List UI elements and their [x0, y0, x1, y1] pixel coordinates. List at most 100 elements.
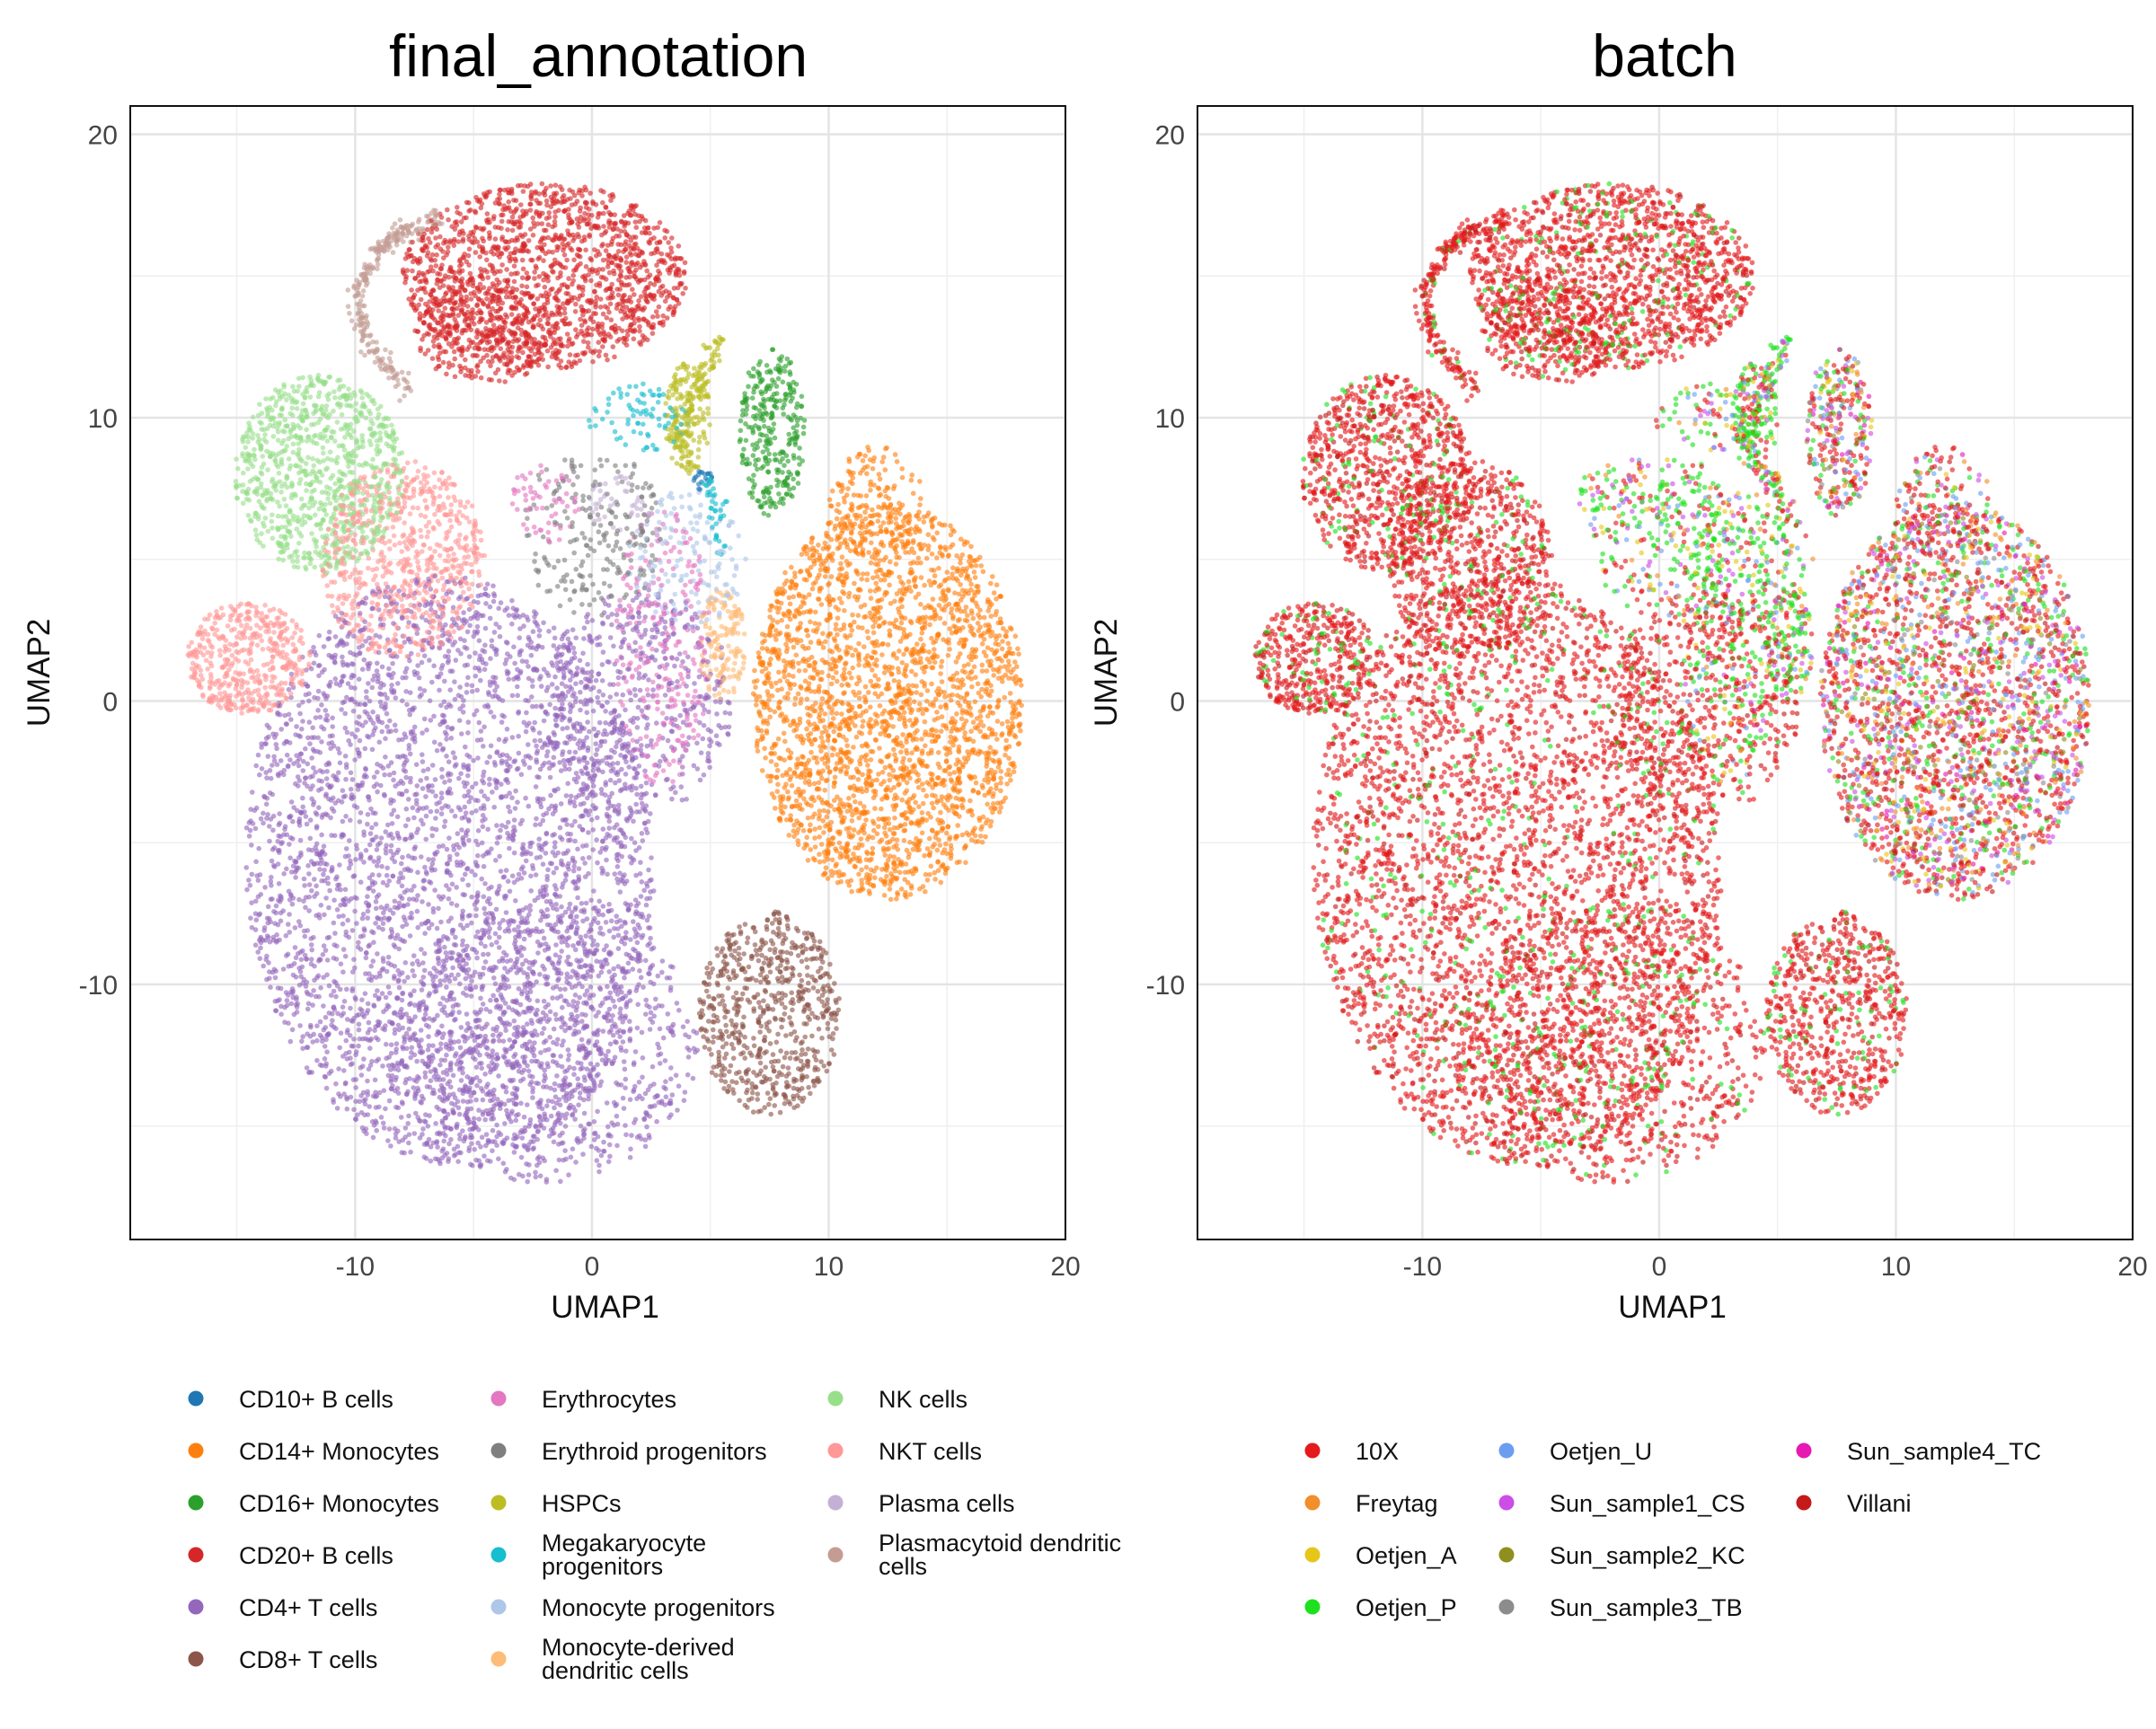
point-cd4-t-cells: [571, 999, 577, 1004]
point-cd14-monocytes: [948, 676, 953, 682]
point-cd14-monocytes: [932, 573, 938, 578]
point-cd4-t-cells: [450, 642, 455, 648]
point-cd4-t-cells: [478, 996, 483, 1001]
point-cd4-t-cells: [495, 841, 500, 846]
point-cd14-monocytes: [767, 614, 773, 620]
point-cd20-b-cells: [682, 270, 687, 276]
point-cd8-t-cells: [826, 1021, 831, 1027]
point-cd20-b-cells: [409, 287, 414, 293]
point-cd4-t-cells: [442, 824, 447, 829]
point-cd8-t-cells: [751, 1036, 756, 1041]
point-cd14-monocytes: [926, 532, 932, 537]
point-cd4-t-cells: [287, 842, 292, 847]
point-cd14-monocytes: [842, 666, 847, 672]
point-monocyte-progenitors: [705, 520, 711, 525]
point-cd14-monocytes: [882, 670, 888, 675]
point-nk-cells: [310, 456, 315, 462]
point-cd4-t-cells: [387, 772, 393, 778]
point-cd4-t-cells: [626, 961, 632, 966]
point-erythrocytes: [667, 762, 672, 767]
point-cd14-monocytes: [817, 808, 823, 814]
point-nk-cells: [299, 534, 305, 539]
point-cd4-t-cells: [494, 785, 499, 790]
point-cd8-t-cells: [747, 965, 752, 970]
point-nkt-cells: [290, 635, 296, 640]
point-cd8-t-cells: [741, 951, 747, 957]
point-cd4-t-cells: [488, 998, 493, 1003]
point-cd4-t-cells: [300, 1034, 305, 1039]
point-erythroid-progenitors: [573, 567, 579, 572]
point-nk-cells: [389, 423, 394, 428]
point-cd20-b-cells: [637, 219, 642, 225]
point-cd4-t-cells: [484, 760, 490, 765]
point-cd4-t-cells: [588, 1062, 594, 1067]
point-cd14-monocytes: [988, 824, 994, 829]
point-cd4-t-cells: [523, 796, 528, 801]
point-cd4-t-cells: [653, 997, 658, 1002]
point-nk-cells: [296, 384, 302, 389]
point-cd4-t-cells: [470, 1163, 475, 1169]
point-cd4-t-cells: [547, 702, 552, 708]
point-cd8-t-cells: [771, 1052, 776, 1057]
point-cd14-monocytes: [898, 750, 904, 755]
point-cd4-t-cells: [409, 651, 414, 657]
point-cd4-t-cells: [426, 1034, 431, 1039]
point-nk-cells: [290, 384, 296, 390]
point-cd4-t-cells: [301, 768, 306, 773]
point-cd4-t-cells: [450, 950, 455, 956]
point-cd4-t-cells: [358, 879, 364, 885]
point-cd14-monocytes: [871, 795, 877, 800]
point-cd8-t-cells: [734, 1022, 739, 1028]
point-nkt-cells: [387, 539, 393, 544]
point-erythrocytes: [649, 543, 655, 548]
point-cd4-t-cells: [382, 1088, 387, 1093]
point-cd14-monocytes: [1016, 651, 1021, 657]
point-cd4-t-cells: [353, 995, 358, 1001]
point-nkt-cells: [219, 605, 225, 611]
point-cd14-monocytes: [888, 560, 893, 565]
point-monocyte-progenitors: [682, 535, 687, 541]
point-cd14-monocytes: [756, 650, 762, 656]
point-cd4-t-cells: [572, 655, 578, 660]
point-cd4-t-cells: [420, 660, 425, 666]
point-cd4-t-cells: [680, 659, 685, 665]
point-cd4-t-cells: [680, 798, 685, 803]
point-cd8-t-cells: [818, 966, 824, 971]
point-cd4-t-cells: [445, 847, 450, 852]
point-nkt-cells: [330, 603, 335, 608]
point-cd14-monocytes: [917, 502, 923, 507]
point-cd20-b-cells: [419, 297, 424, 303]
point-cd14-monocytes: [798, 621, 803, 626]
point-cd20-b-cells: [497, 192, 502, 198]
point-nk-cells: [254, 533, 260, 538]
point-cd4-t-cells: [532, 720, 537, 726]
point-cd20-b-cells: [624, 254, 630, 260]
point-cd14-monocytes: [893, 452, 898, 457]
point-cd4-t-cells: [304, 814, 309, 819]
point-cd4-t-cells: [268, 768, 273, 773]
point-cd8-t-cells: [790, 940, 795, 946]
point-cd4-t-cells: [552, 844, 558, 850]
point-megakaryocyte-progenitors: [600, 417, 605, 422]
point-cd4-t-cells: [629, 836, 634, 842]
point-erythrocytes: [546, 521, 552, 526]
point-cd4-t-cells: [485, 582, 490, 587]
point-cd4-t-cells: [607, 1154, 613, 1160]
point-cd4-t-cells: [614, 1143, 620, 1149]
point-cd4-t-cells: [386, 878, 392, 884]
point-cd4-t-cells: [406, 797, 411, 802]
point-cd4-t-cells: [636, 705, 641, 710]
point-cd8-t-cells: [782, 1005, 788, 1010]
point-cd4-t-cells: [476, 828, 482, 834]
point-cd14-monocytes: [775, 768, 781, 773]
point-cd4-t-cells: [531, 1134, 536, 1139]
point-cd4-t-cells: [402, 979, 407, 984]
point-cd20-b-cells: [499, 262, 505, 268]
point-cd20-b-cells: [520, 276, 526, 281]
point-cd8-t-cells: [834, 1026, 839, 1031]
point-cd4-t-cells: [692, 681, 697, 686]
point-cd20-b-cells: [507, 328, 512, 333]
point-cd14-monocytes: [923, 744, 928, 749]
point-cd4-t-cells: [511, 644, 517, 649]
